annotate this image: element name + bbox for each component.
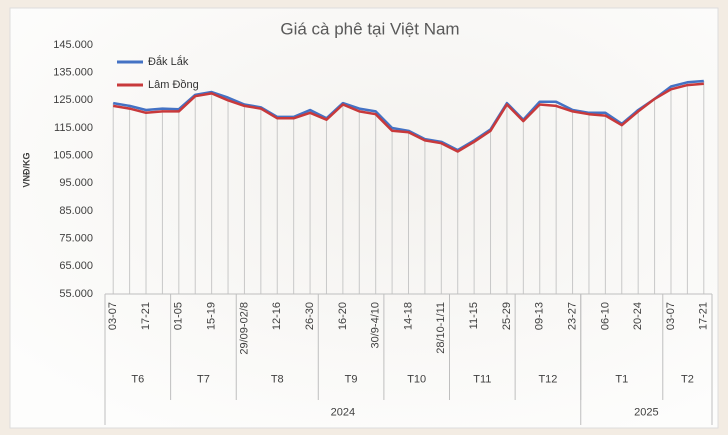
y-tick-label: 55.000 (59, 288, 93, 300)
y-tick-label: 95.000 (59, 177, 93, 189)
y-tick-label: 125.000 (53, 94, 93, 106)
month-label: T6 (131, 373, 144, 385)
month-label: T11 (473, 373, 491, 385)
x-tick-label: 23-27 (566, 302, 578, 330)
year-label: 2024 (331, 406, 355, 418)
chart: Giá cà phê tại Việt Nam VNĐ/KG 55.000 65.… (0, 0, 728, 435)
y-axis-label: VNĐ/KG (21, 152, 31, 187)
x-tick-label: 30/9-4/10 (370, 302, 382, 348)
x-tick-label: 16-20 (337, 302, 349, 330)
x-tick-label: 09-13 (534, 302, 546, 330)
year-label: 2025 (634, 406, 658, 418)
x-tick-label: 17-21 (698, 302, 710, 330)
x-tick-label: 28/10-1/11 (435, 302, 447, 354)
y-tick-label: 65.000 (59, 260, 93, 272)
x-tick-label: 29/09-02/8 (238, 302, 250, 355)
legend-label: Lâm Đồng (148, 79, 199, 91)
legend-label: Đắk Lắk (148, 55, 189, 68)
x-tick-label: 20-24 (632, 302, 644, 330)
x-tick-label: 01-05 (173, 302, 185, 330)
y-tick-label: 75.000 (59, 233, 93, 245)
month-label: T10 (407, 373, 426, 385)
x-tick-label: 25-29 (501, 302, 513, 330)
y-tick-label: 135.000 (53, 67, 93, 79)
x-tick-label: 11-15 (468, 302, 480, 329)
y-tick-label: 85.000 (59, 205, 93, 217)
month-label: T1 (615, 373, 628, 385)
x-tick-label: 15-19 (206, 302, 218, 330)
x-tick-label: 03-07 (665, 302, 677, 330)
page: {"chart_data": {"type": "line", "title":… (0, 0, 728, 435)
chart-title: Giá cà phê tại Việt Nam (280, 19, 459, 38)
month-label: T7 (197, 373, 210, 385)
x-tick-label: 03-07 (107, 302, 119, 330)
chart-frame (10, 8, 718, 428)
month-label: T9 (345, 373, 358, 385)
x-tick-label: 12-16 (271, 302, 283, 330)
month-label: T8 (271, 373, 284, 385)
month-label: T2 (681, 373, 694, 385)
y-tick-label: 115.000 (54, 122, 93, 134)
x-tick-label: 26-30 (304, 302, 316, 330)
x-tick-label: 06-10 (599, 302, 611, 330)
y-tick-label: 145.000 (53, 39, 93, 51)
x-tick-label: 17-21 (140, 302, 152, 330)
y-tick-label: 105.000 (53, 150, 93, 162)
month-label: T12 (538, 373, 557, 385)
x-tick-label: 14-18 (402, 302, 414, 330)
